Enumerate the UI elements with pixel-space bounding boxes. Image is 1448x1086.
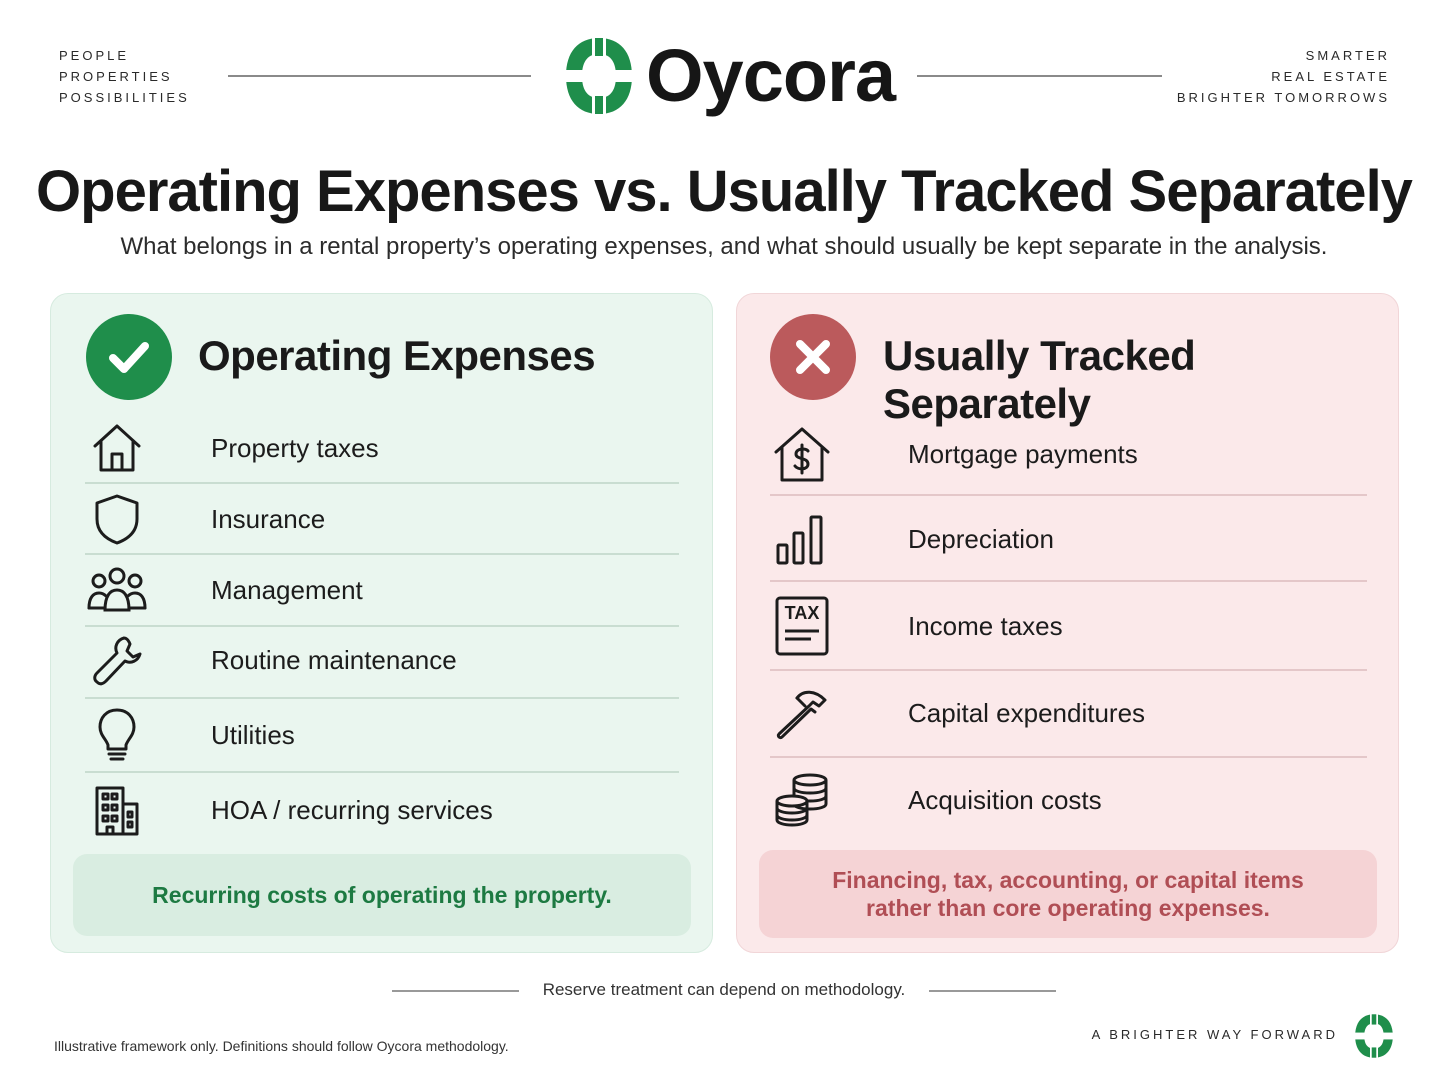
- tagline-line: BRIGHTER TOMORROWS: [1176, 90, 1390, 105]
- lightbulb-icon: [85, 703, 149, 767]
- item-label: Mortgage payments: [908, 438, 1138, 469]
- header-rule-left: [228, 75, 531, 77]
- item-label: Property taxes: [211, 432, 379, 463]
- item-label: Utilities: [211, 719, 295, 750]
- brand-logo: Oycora: [562, 34, 896, 118]
- tagline-line: SMARTER: [1305, 48, 1390, 63]
- item-label: HOA / recurring services: [211, 794, 493, 825]
- row-divider: [770, 580, 1367, 582]
- list-item: TAX Income taxes: [770, 594, 1367, 658]
- row-divider: [85, 625, 679, 627]
- right-tagline: SMARTER REAL ESTATE BRIGHTER TOMORROWS: [1177, 45, 1390, 108]
- oycora-mini-logo-icon: [1354, 1013, 1394, 1060]
- list-item: Insurance: [85, 487, 679, 551]
- row-divider: [85, 553, 679, 555]
- panel-title: Usually Tracked Separately: [883, 332, 1196, 427]
- coins-icon: [770, 768, 834, 832]
- separate-note: Financing, tax, accounting, or capital i…: [759, 850, 1377, 938]
- people-group-icon: [85, 558, 149, 622]
- bar-chart-icon: [770, 507, 834, 571]
- item-label: Capital expenditures: [908, 697, 1146, 728]
- list-item: Routine maintenance: [85, 628, 679, 692]
- item-label: Depreciation: [908, 523, 1054, 554]
- list-item: Depreciation: [770, 507, 1367, 571]
- operating-expenses-panel: Operating Expenses Property taxes Insura…: [50, 293, 713, 953]
- tagline-line: PROPERTIES: [59, 69, 173, 84]
- house-dollar-icon: [770, 422, 834, 486]
- item-label: Acquisition costs: [908, 784, 1102, 815]
- x-badge: [770, 314, 856, 400]
- note-line: Financing, tax, accounting, or capital i…: [832, 867, 1304, 893]
- tax-icon-text: TAX: [785, 603, 820, 623]
- tax-document-icon: TAX: [770, 594, 834, 658]
- panel-title: Operating Expenses: [198, 332, 596, 379]
- list-item: Property taxes: [85, 416, 679, 480]
- tagline-line: PEOPLE: [59, 48, 130, 63]
- list-item: Capital expenditures: [770, 681, 1367, 745]
- footer-rule-right: [929, 990, 1056, 992]
- tagline-line: POSSIBILITIES: [59, 90, 190, 105]
- page-subtitle: What belongs in a rental property’s oper…: [120, 233, 1328, 260]
- row-divider: [770, 669, 1367, 671]
- check-badge: [86, 314, 172, 400]
- row-divider: [85, 771, 679, 773]
- item-label: Insurance: [211, 503, 326, 534]
- operating-note: Recurring costs of operating the propert…: [73, 854, 691, 936]
- left-tagline: PEOPLE PROPERTIES POSSIBILITIES: [59, 45, 190, 108]
- row-divider: [85, 697, 679, 699]
- reserve-note: Reserve treatment can depend on methodol…: [542, 980, 906, 999]
- item-label: Routine maintenance: [211, 644, 457, 675]
- x-icon: [796, 340, 830, 374]
- footer-rule-left: [392, 990, 519, 992]
- header-rule-right: [917, 75, 1162, 77]
- row-divider: [770, 756, 1367, 758]
- wrench-icon: [85, 628, 149, 692]
- brand-motto: A BRIGHTER WAY FORWARD: [1091, 1027, 1338, 1042]
- list-item: Management: [85, 558, 679, 622]
- row-divider: [85, 482, 679, 484]
- list-item: HOA / recurring services: [85, 778, 679, 842]
- tagline-line: REAL ESTATE: [1271, 69, 1390, 84]
- shield-icon: [85, 487, 149, 551]
- brand-name: Oycora: [646, 34, 896, 117]
- tracked-separately-panel: Usually Tracked Separately Mortgage paym…: [736, 293, 1399, 953]
- oycora-logo-icon: [564, 36, 634, 118]
- list-item: Utilities: [85, 703, 679, 767]
- row-divider: [770, 494, 1367, 496]
- house-icon: [85, 416, 149, 480]
- building-icon: [85, 778, 149, 842]
- hammer-icon: [770, 681, 834, 745]
- item-label: Management: [211, 574, 363, 605]
- page-title: Operating Expenses vs. Usually Tracked S…: [36, 159, 1413, 224]
- item-label: Income taxes: [908, 610, 1063, 641]
- note-line: rather than core operating expenses.: [866, 895, 1270, 921]
- checkmark-icon: [109, 342, 149, 373]
- disclaimer: Illustrative framework only. Definitions…: [54, 1038, 509, 1054]
- list-item: Mortgage payments: [770, 422, 1367, 486]
- list-item: Acquisition costs: [770, 768, 1367, 832]
